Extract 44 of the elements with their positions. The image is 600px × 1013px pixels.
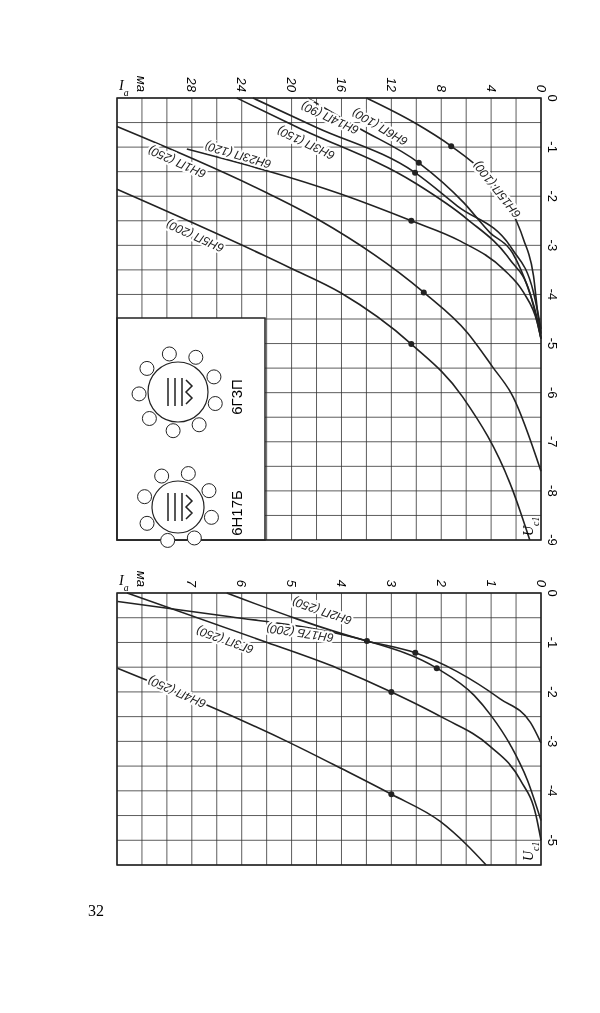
y-tick-label: -8 xyxy=(544,485,560,497)
x-tick-label: 0 xyxy=(533,84,549,93)
y-tick-label: -4 xyxy=(544,288,560,301)
x-tick-label: 6 xyxy=(234,579,250,588)
text: 6Н5П (200) xyxy=(163,216,227,256)
x-tick-label: 12 xyxy=(383,77,399,93)
x-tick-label: 24 xyxy=(234,76,250,92)
x-axis-title: I$_{a}$ xyxy=(118,573,129,593)
x-tick-label: 0 xyxy=(533,579,549,588)
x-tick-label: ма xyxy=(134,75,150,92)
y-tick-label: -4 xyxy=(544,785,560,797)
x-tick-label: 20 xyxy=(284,76,300,93)
y-tick-label: -9 xyxy=(544,534,560,546)
y-tick-label: 0 xyxy=(544,589,560,597)
x-tick-label: 16 xyxy=(333,77,349,93)
text: 6Н17Б (200) xyxy=(265,621,335,645)
x-axis-title: I$_{a}$ xyxy=(118,78,129,98)
text: 6Н3П (150) xyxy=(274,123,338,163)
y-tick-label: -6 xyxy=(544,386,560,399)
y-tick-label: -2 xyxy=(544,190,560,202)
x-tick-label: 5 xyxy=(284,579,300,588)
x-tick-label: 2 xyxy=(433,578,449,588)
y-tick-label: -3 xyxy=(544,735,560,748)
x-tick-label: 4 xyxy=(483,84,499,92)
y-tick-label: -5 xyxy=(544,337,560,350)
x-tick-label: 8 xyxy=(433,84,449,93)
text: 6Н4П (250) xyxy=(145,673,209,711)
x-tick-label: 7 xyxy=(184,579,200,588)
y-tick-label: -2 xyxy=(544,686,560,698)
text: 6Г3П (250) xyxy=(194,623,256,657)
annotation: 6Н17Б xyxy=(227,489,245,536)
y-tick-label: -3 xyxy=(544,239,560,252)
y-tick-label: -7 xyxy=(544,436,560,448)
x-tick-label: ма xyxy=(134,570,150,587)
x-tick-label: 28 xyxy=(184,76,200,93)
y-tick-label: -1 xyxy=(544,141,560,153)
x-tick-label: 3 xyxy=(383,579,399,588)
x-tick-label: 1 xyxy=(483,579,499,587)
y-tick-label: 0 xyxy=(544,94,560,102)
x-tick-label: 4 xyxy=(333,579,349,587)
y-tick-label: -1 xyxy=(544,636,560,649)
annotation: 6Г3П xyxy=(227,379,245,415)
y-tick-label: -5 xyxy=(544,834,560,847)
text: 32 xyxy=(88,902,104,919)
